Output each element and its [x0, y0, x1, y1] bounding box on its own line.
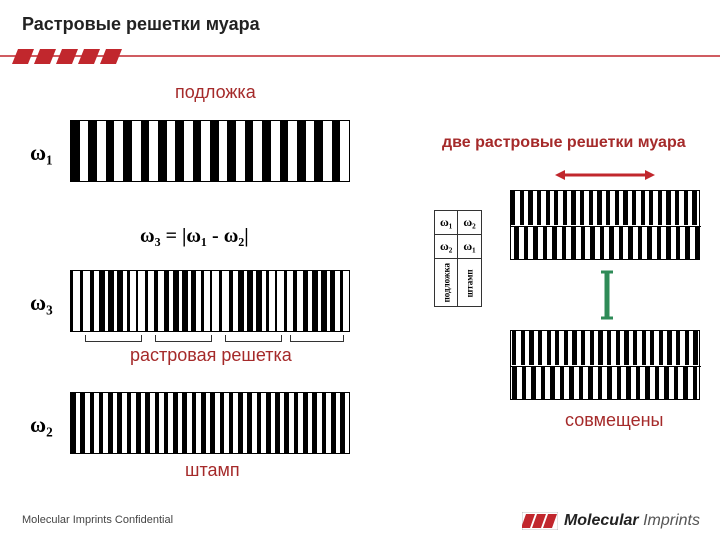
page-title: Растровые решетки муара: [22, 14, 260, 35]
tbl-stamp: штамп: [458, 259, 481, 307]
logo-icon: [522, 512, 558, 530]
footer-text: Molecular Imprints Confidential: [22, 514, 173, 526]
label-moire-grid: растровая решетка: [130, 345, 292, 366]
formula: ω₃ = |ω₁ - ω₂|: [140, 225, 249, 248]
logo: Molecular Imprints: [522, 512, 700, 530]
bracket-3: [225, 335, 282, 342]
label-omega3: ω₃: [30, 290, 53, 316]
tbl-w2a: ω₂: [458, 211, 481, 235]
tbl-w2b: ω₂: [435, 235, 458, 259]
grating-pair-misaligned: [510, 190, 700, 260]
label-substrate: подложка: [175, 82, 256, 103]
divider-bar: [0, 48, 720, 64]
omega-table: ω₁ω₂ ω₂ω₁ подложкаштамп: [434, 210, 482, 307]
grating-omega3-moire: [70, 270, 350, 332]
label-stamp: штамп: [185, 460, 240, 481]
alignment-marker-icon: [600, 268, 614, 327]
tbl-w1a: ω₁: [435, 211, 458, 235]
tbl-sub: подложка: [435, 259, 458, 307]
grating-omega2: [70, 392, 350, 454]
logo-text: Molecular Imprints: [564, 512, 700, 530]
double-arrow-icon: [555, 168, 655, 187]
tbl-w1b: ω₁: [458, 235, 481, 259]
label-omega2: ω₂: [30, 412, 53, 438]
bracket-1: [85, 335, 142, 342]
label-two-gratings: две растровые решетки муара: [442, 134, 686, 152]
label-aligned: совмещены: [565, 410, 663, 431]
bracket-2: [155, 335, 212, 342]
label-omega1: ω₁: [30, 140, 53, 166]
grating-pair-aligned: [510, 330, 700, 400]
bracket-4: [290, 335, 344, 342]
grating-omega1: [70, 120, 350, 182]
